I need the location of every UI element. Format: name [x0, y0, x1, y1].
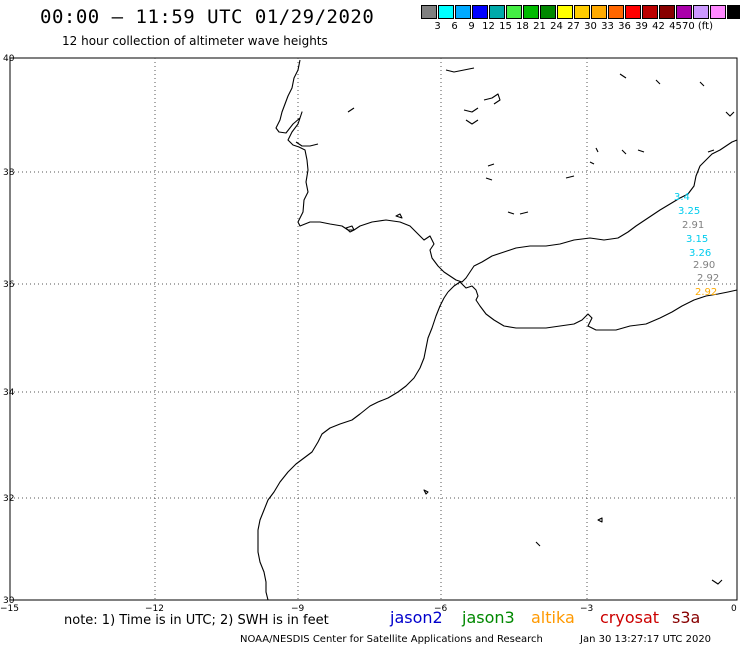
- note-text: note: 1) Time is in UTC; 2) SWH is in fe…: [64, 613, 329, 628]
- color-scale-swatch: [591, 5, 607, 19]
- x-label: −6: [434, 604, 448, 614]
- wave-height-label: 2.91: [682, 220, 704, 231]
- x-label: −9: [291, 604, 305, 614]
- color-scale-swatch: [455, 5, 471, 19]
- wave-height-label: 2.92: [697, 273, 719, 284]
- color-scale-swatch: [472, 5, 488, 19]
- x-label: −12: [145, 604, 164, 614]
- color-scale-swatch: [693, 5, 709, 19]
- y-label: 32: [3, 494, 14, 504]
- color-scale-label: 42: [652, 21, 665, 32]
- color-scale-label: 39: [635, 21, 648, 32]
- color-scale-swatch: [540, 5, 556, 19]
- color-scale-swatch: [642, 5, 658, 19]
- color-scale-label: 33: [601, 21, 614, 32]
- color-scale-swatch: [625, 5, 641, 19]
- color-scale-label: 24: [550, 21, 563, 32]
- coastline: [257, 59, 738, 601]
- color-scale-label: 30: [584, 21, 597, 32]
- color-scale-label: 3: [434, 21, 441, 32]
- color-scale-label: 15: [499, 21, 512, 32]
- color-scale-swatch: [523, 5, 539, 19]
- footer-timestamp: Jan 30 13:27:17 UTC 2020: [580, 634, 712, 645]
- color-scale-swatch: [557, 5, 573, 19]
- color-scale-swatch: [676, 5, 692, 19]
- wave-height-labels: 3.4 3.25 2.91 3.15 3.26 2.90 2.92 2.92: [674, 192, 719, 298]
- color-scale-swatch: [506, 5, 522, 19]
- wave-height-label: 2.92: [695, 287, 717, 298]
- x-label: −3: [580, 604, 593, 614]
- color-scale-label: 6: [451, 21, 458, 32]
- color-scale: [421, 5, 740, 19]
- y-label: 36: [3, 280, 15, 290]
- y-label: 40: [3, 54, 15, 64]
- graticule: [10, 58, 737, 600]
- color-scale-label: 27: [567, 21, 580, 32]
- color-scale-label: 21: [533, 21, 546, 32]
- wave-height-label: 3.15: [686, 234, 708, 245]
- y-label: 34: [3, 388, 15, 398]
- color-scale-swatch: [421, 5, 437, 19]
- color-scale-label: 36: [618, 21, 631, 32]
- color-scale-label: 18: [516, 21, 529, 32]
- y-label: 38: [3, 168, 15, 178]
- y-axis-labels: 40 38 36 34 32 30: [3, 54, 15, 606]
- color-scale-swatch: [659, 5, 675, 19]
- x-label: 0: [731, 604, 737, 614]
- wave-height-label: 3.26: [689, 248, 711, 259]
- color-scale-label: 9: [468, 21, 475, 32]
- map-subtitle: 12 hour collection of altimeter wave hei…: [62, 34, 328, 48]
- color-scale-labels: 3 6 9 12 15 18 21 24 27 30 33 36 39 42 45 70 (ft): [429, 21, 713, 32]
- wave-height-label: 3.25: [678, 206, 700, 217]
- map-frame: [9, 57, 738, 601]
- legend-altika: altika: [531, 608, 575, 627]
- color-scale-label: 12: [482, 21, 495, 32]
- color-scale-swatch: [608, 5, 624, 19]
- color-scale-swatch: [574, 5, 590, 19]
- y-label: 30: [3, 596, 15, 606]
- legend-jason3: jason3: [462, 608, 515, 627]
- map-title: 00:00 – 11:59 UTC 01/29/2020: [40, 6, 375, 28]
- legend-jason2: jason2: [390, 608, 443, 627]
- color-scale-swatch: [727, 5, 740, 19]
- wave-height-label: 3.4: [674, 192, 690, 203]
- color-scale-swatch: [438, 5, 454, 19]
- color-scale-swatch: [710, 5, 726, 19]
- legend-s3a: s3a: [672, 608, 701, 627]
- x-axis-labels: −15 −12 −9 −6 −3 0: [0, 604, 737, 614]
- footer-source: NOAA/NESDIS Center for Satellite Applica…: [240, 634, 543, 645]
- wave-height-label: 2.90: [693, 260, 715, 271]
- color-scale-label: 70 (ft): [682, 21, 713, 32]
- x-label: −15: [0, 604, 19, 614]
- color-scale-label: 45: [669, 21, 682, 32]
- legend-cryosat: cryosat: [600, 608, 660, 627]
- color-scale-swatch: [489, 5, 505, 19]
